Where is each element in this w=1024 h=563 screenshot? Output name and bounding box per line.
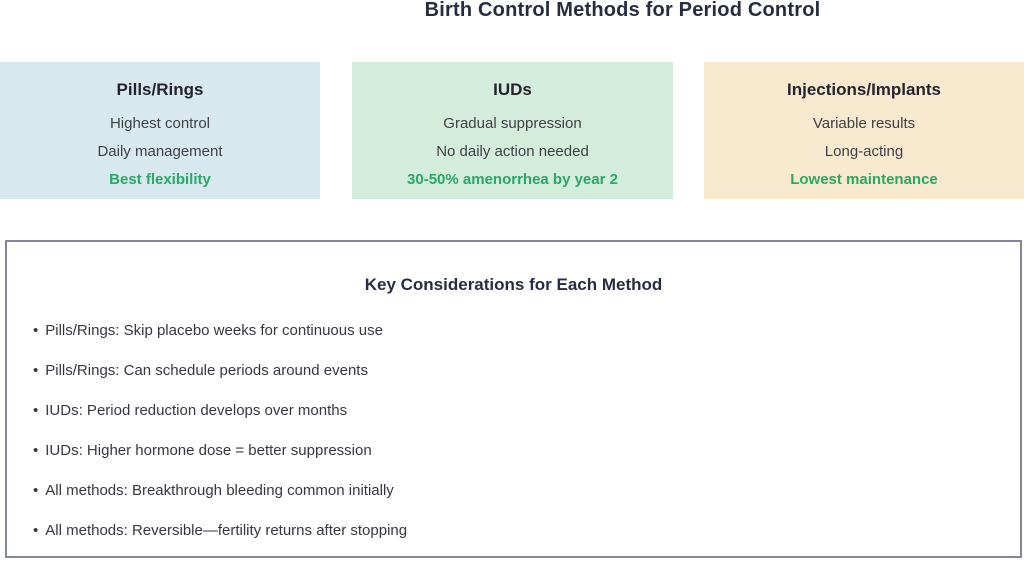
card-pills-rings: Pills/Rings Highest control Daily manage… [0,62,320,199]
considerations-panel: Key Considerations for Each Method • Pill… [5,240,1022,558]
consideration-text: All methods: Breakthrough bleeding commo… [45,482,394,499]
considerations-list: • Pills/Rings: Skip placebo weeks for con… [7,322,1020,540]
card-injections-implants-title: Injections/Implants [787,80,941,99]
bullet-marker: • [33,522,39,539]
card-injections-implants-line-1: Variable results [812,115,916,132]
bullet-marker: • [33,322,39,339]
card-pills-rings-title: Pills/Rings [116,80,204,99]
consideration-item: • IUDs: Higher hormone dose = better supp… [33,442,1020,460]
card-injections-implants-line-2: Long-acting [824,143,904,160]
bullet-marker: • [33,402,39,419]
bullet-marker: • [33,442,39,459]
consideration-item: • Pills/Rings: Skip placebo weeks for con… [33,322,1020,340]
card-pills-rings-line-2: Daily management [97,143,223,160]
card-pills-rings-highlight: Best flexibility [109,171,211,188]
card-pills-rings-line-1: Highest control [109,115,211,132]
bullet-marker: • [33,482,39,499]
card-injections-implants-highlight: Lowest maintenance [790,171,938,188]
bullet-marker: • [33,362,39,379]
page-title: Birth Control Methods for Period Control [424,0,821,21]
consideration-text: IUDs: Higher hormone dose = better suppr… [45,442,372,459]
consideration-item: • All methods: Breakthrough bleeding comm… [33,482,1020,500]
card-iuds-highlight: 30-50% amenorrhea by year 2 [407,171,618,188]
considerations-title: Key Considerations for Each Method [364,275,663,294]
consideration-item: • All methods: Reversible—fertility retur… [33,522,1020,540]
consideration-text: Pills/Rings: Skip placebo weeks for cont… [45,322,383,339]
consideration-text: IUDs: Period reduction develops over mon… [45,402,348,419]
card-iuds-line-1: Gradual suppression [443,115,582,132]
card-injections-implants: Injections/Implants Variable results Lon… [704,62,1024,199]
consideration-item: • IUDs: Period reduction develops over mo… [33,402,1020,420]
consideration-text: All methods: Reversible—fertility return… [45,522,408,539]
card-iuds-title: IUDs [493,80,532,99]
card-iuds: IUDs Gradual suppression No daily action… [352,62,673,199]
card-iuds-line-2: No daily action needed [436,143,589,160]
consideration-item: • Pills/Rings: Can schedule periods aroun… [33,362,1020,380]
consideration-text: Pills/Rings: Can schedule periods around… [45,362,368,379]
